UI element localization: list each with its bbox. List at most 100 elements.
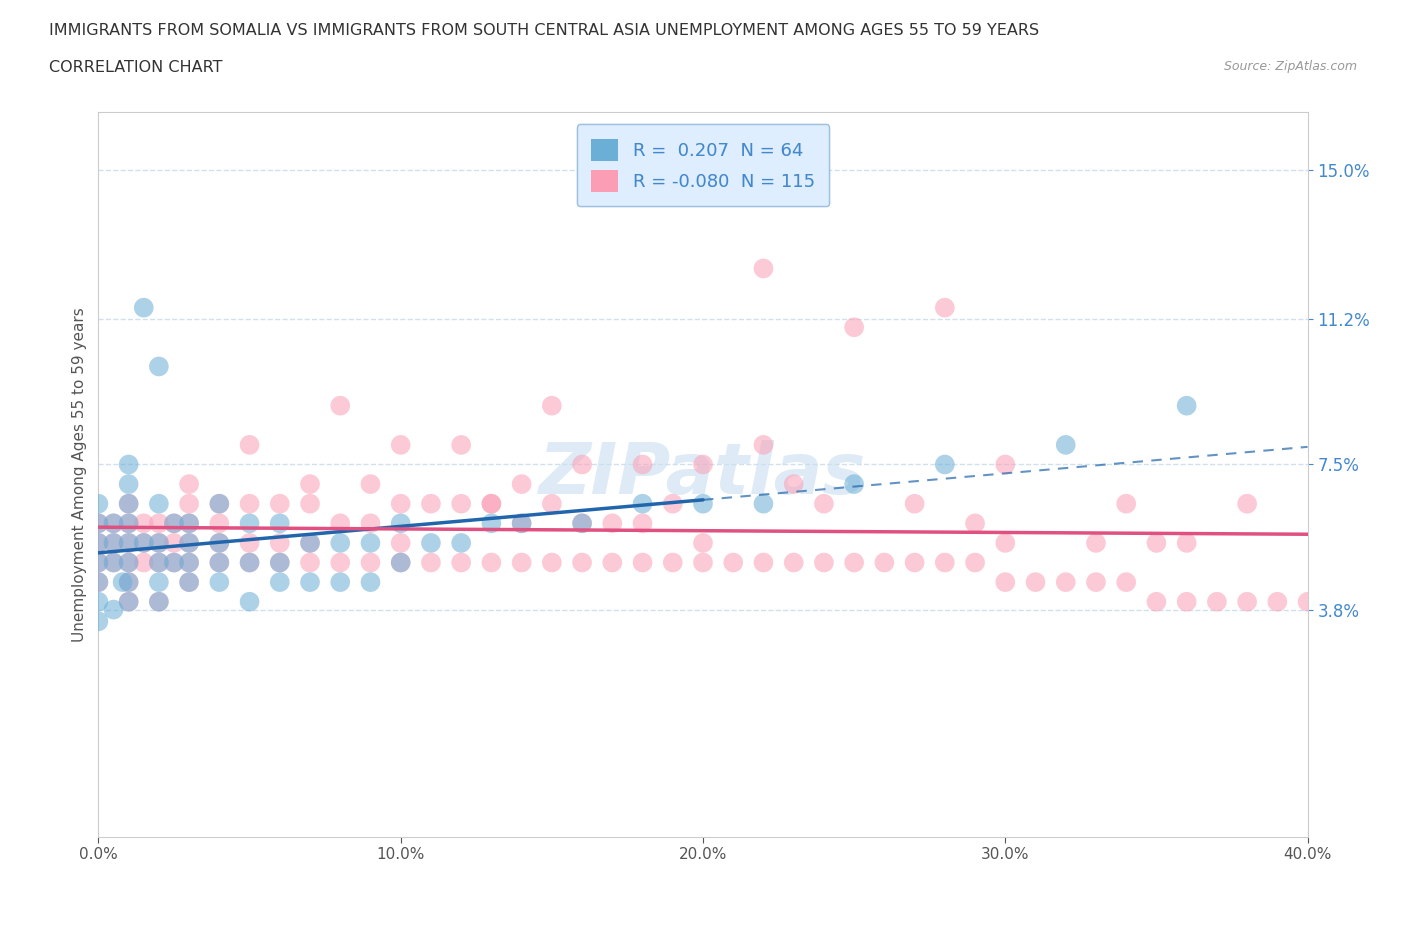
Point bbox=[360, 575, 382, 590]
Point bbox=[934, 300, 956, 315]
Point bbox=[661, 555, 683, 570]
Point bbox=[299, 477, 322, 492]
Point bbox=[994, 457, 1017, 472]
Point bbox=[389, 555, 412, 570]
Point bbox=[510, 516, 533, 531]
Point bbox=[269, 516, 291, 531]
Point bbox=[118, 594, 141, 609]
Point bbox=[389, 497, 412, 512]
Point bbox=[299, 497, 322, 512]
Point bbox=[510, 555, 533, 570]
Point bbox=[571, 457, 593, 472]
Point bbox=[813, 497, 835, 512]
Point bbox=[269, 536, 291, 551]
Point bbox=[179, 516, 201, 531]
Point bbox=[1115, 497, 1137, 512]
Point bbox=[540, 555, 562, 570]
Point bbox=[87, 536, 110, 551]
Point bbox=[208, 497, 231, 512]
Point bbox=[118, 575, 141, 590]
Point bbox=[118, 536, 141, 551]
Point bbox=[239, 555, 262, 570]
Point bbox=[360, 477, 382, 492]
Text: CORRELATION CHART: CORRELATION CHART bbox=[49, 60, 222, 75]
Point bbox=[179, 536, 201, 551]
Point bbox=[103, 555, 125, 570]
Point bbox=[329, 575, 352, 590]
Point bbox=[269, 575, 291, 590]
Point bbox=[103, 536, 125, 551]
Point bbox=[87, 575, 110, 590]
Point bbox=[692, 497, 714, 512]
Point bbox=[118, 497, 141, 512]
Point bbox=[179, 516, 201, 531]
Point bbox=[87, 555, 110, 570]
Point bbox=[602, 516, 624, 531]
Point bbox=[360, 516, 382, 531]
Point bbox=[118, 477, 141, 492]
Point bbox=[118, 555, 141, 570]
Point bbox=[450, 497, 472, 512]
Point bbox=[148, 555, 170, 570]
Point bbox=[1236, 497, 1258, 512]
Point bbox=[360, 555, 382, 570]
Point bbox=[1267, 594, 1289, 609]
Point bbox=[1144, 536, 1167, 551]
Point bbox=[1144, 594, 1167, 609]
Point bbox=[510, 516, 533, 531]
Text: Source: ZipAtlas.com: Source: ZipAtlas.com bbox=[1223, 60, 1357, 73]
Point bbox=[481, 497, 503, 512]
Point bbox=[844, 320, 866, 335]
Point bbox=[1085, 575, 1108, 590]
Point bbox=[208, 575, 231, 590]
Text: ZIPatlas: ZIPatlas bbox=[540, 440, 866, 509]
Point bbox=[631, 555, 654, 570]
Point bbox=[148, 575, 170, 590]
Point bbox=[481, 516, 503, 531]
Point bbox=[132, 536, 155, 551]
Point bbox=[87, 497, 110, 512]
Point bbox=[723, 555, 745, 570]
Point bbox=[208, 536, 231, 551]
Y-axis label: Unemployment Among Ages 55 to 59 years: Unemployment Among Ages 55 to 59 years bbox=[72, 307, 87, 642]
Point bbox=[132, 536, 155, 551]
Point bbox=[118, 497, 141, 512]
Point bbox=[1024, 575, 1046, 590]
Point bbox=[389, 437, 412, 452]
Point bbox=[571, 516, 593, 531]
Point bbox=[148, 359, 170, 374]
Point bbox=[904, 555, 927, 570]
Point bbox=[904, 497, 927, 512]
Point bbox=[360, 536, 382, 551]
Point bbox=[994, 575, 1017, 590]
Point bbox=[844, 477, 866, 492]
Point bbox=[163, 555, 186, 570]
Point bbox=[1054, 575, 1077, 590]
Point bbox=[239, 437, 262, 452]
Point bbox=[450, 437, 472, 452]
Point bbox=[239, 555, 262, 570]
Point bbox=[103, 555, 125, 570]
Point bbox=[103, 536, 125, 551]
Point bbox=[1175, 398, 1198, 413]
Point bbox=[87, 575, 110, 590]
Point bbox=[148, 594, 170, 609]
Point bbox=[118, 555, 141, 570]
Point bbox=[1175, 536, 1198, 551]
Point bbox=[1054, 437, 1077, 452]
Point bbox=[1236, 594, 1258, 609]
Point bbox=[299, 555, 322, 570]
Point bbox=[103, 516, 125, 531]
Point bbox=[132, 555, 155, 570]
Point bbox=[148, 555, 170, 570]
Text: IMMIGRANTS FROM SOMALIA VS IMMIGRANTS FROM SOUTH CENTRAL ASIA UNEMPLOYMENT AMONG: IMMIGRANTS FROM SOMALIA VS IMMIGRANTS FR… bbox=[49, 23, 1039, 38]
Point bbox=[1085, 536, 1108, 551]
Point bbox=[752, 437, 775, 452]
Point bbox=[208, 555, 231, 570]
Point bbox=[179, 477, 201, 492]
Point bbox=[661, 497, 683, 512]
Point bbox=[450, 536, 472, 551]
Point bbox=[994, 536, 1017, 551]
Point bbox=[420, 555, 443, 570]
Point bbox=[965, 555, 987, 570]
